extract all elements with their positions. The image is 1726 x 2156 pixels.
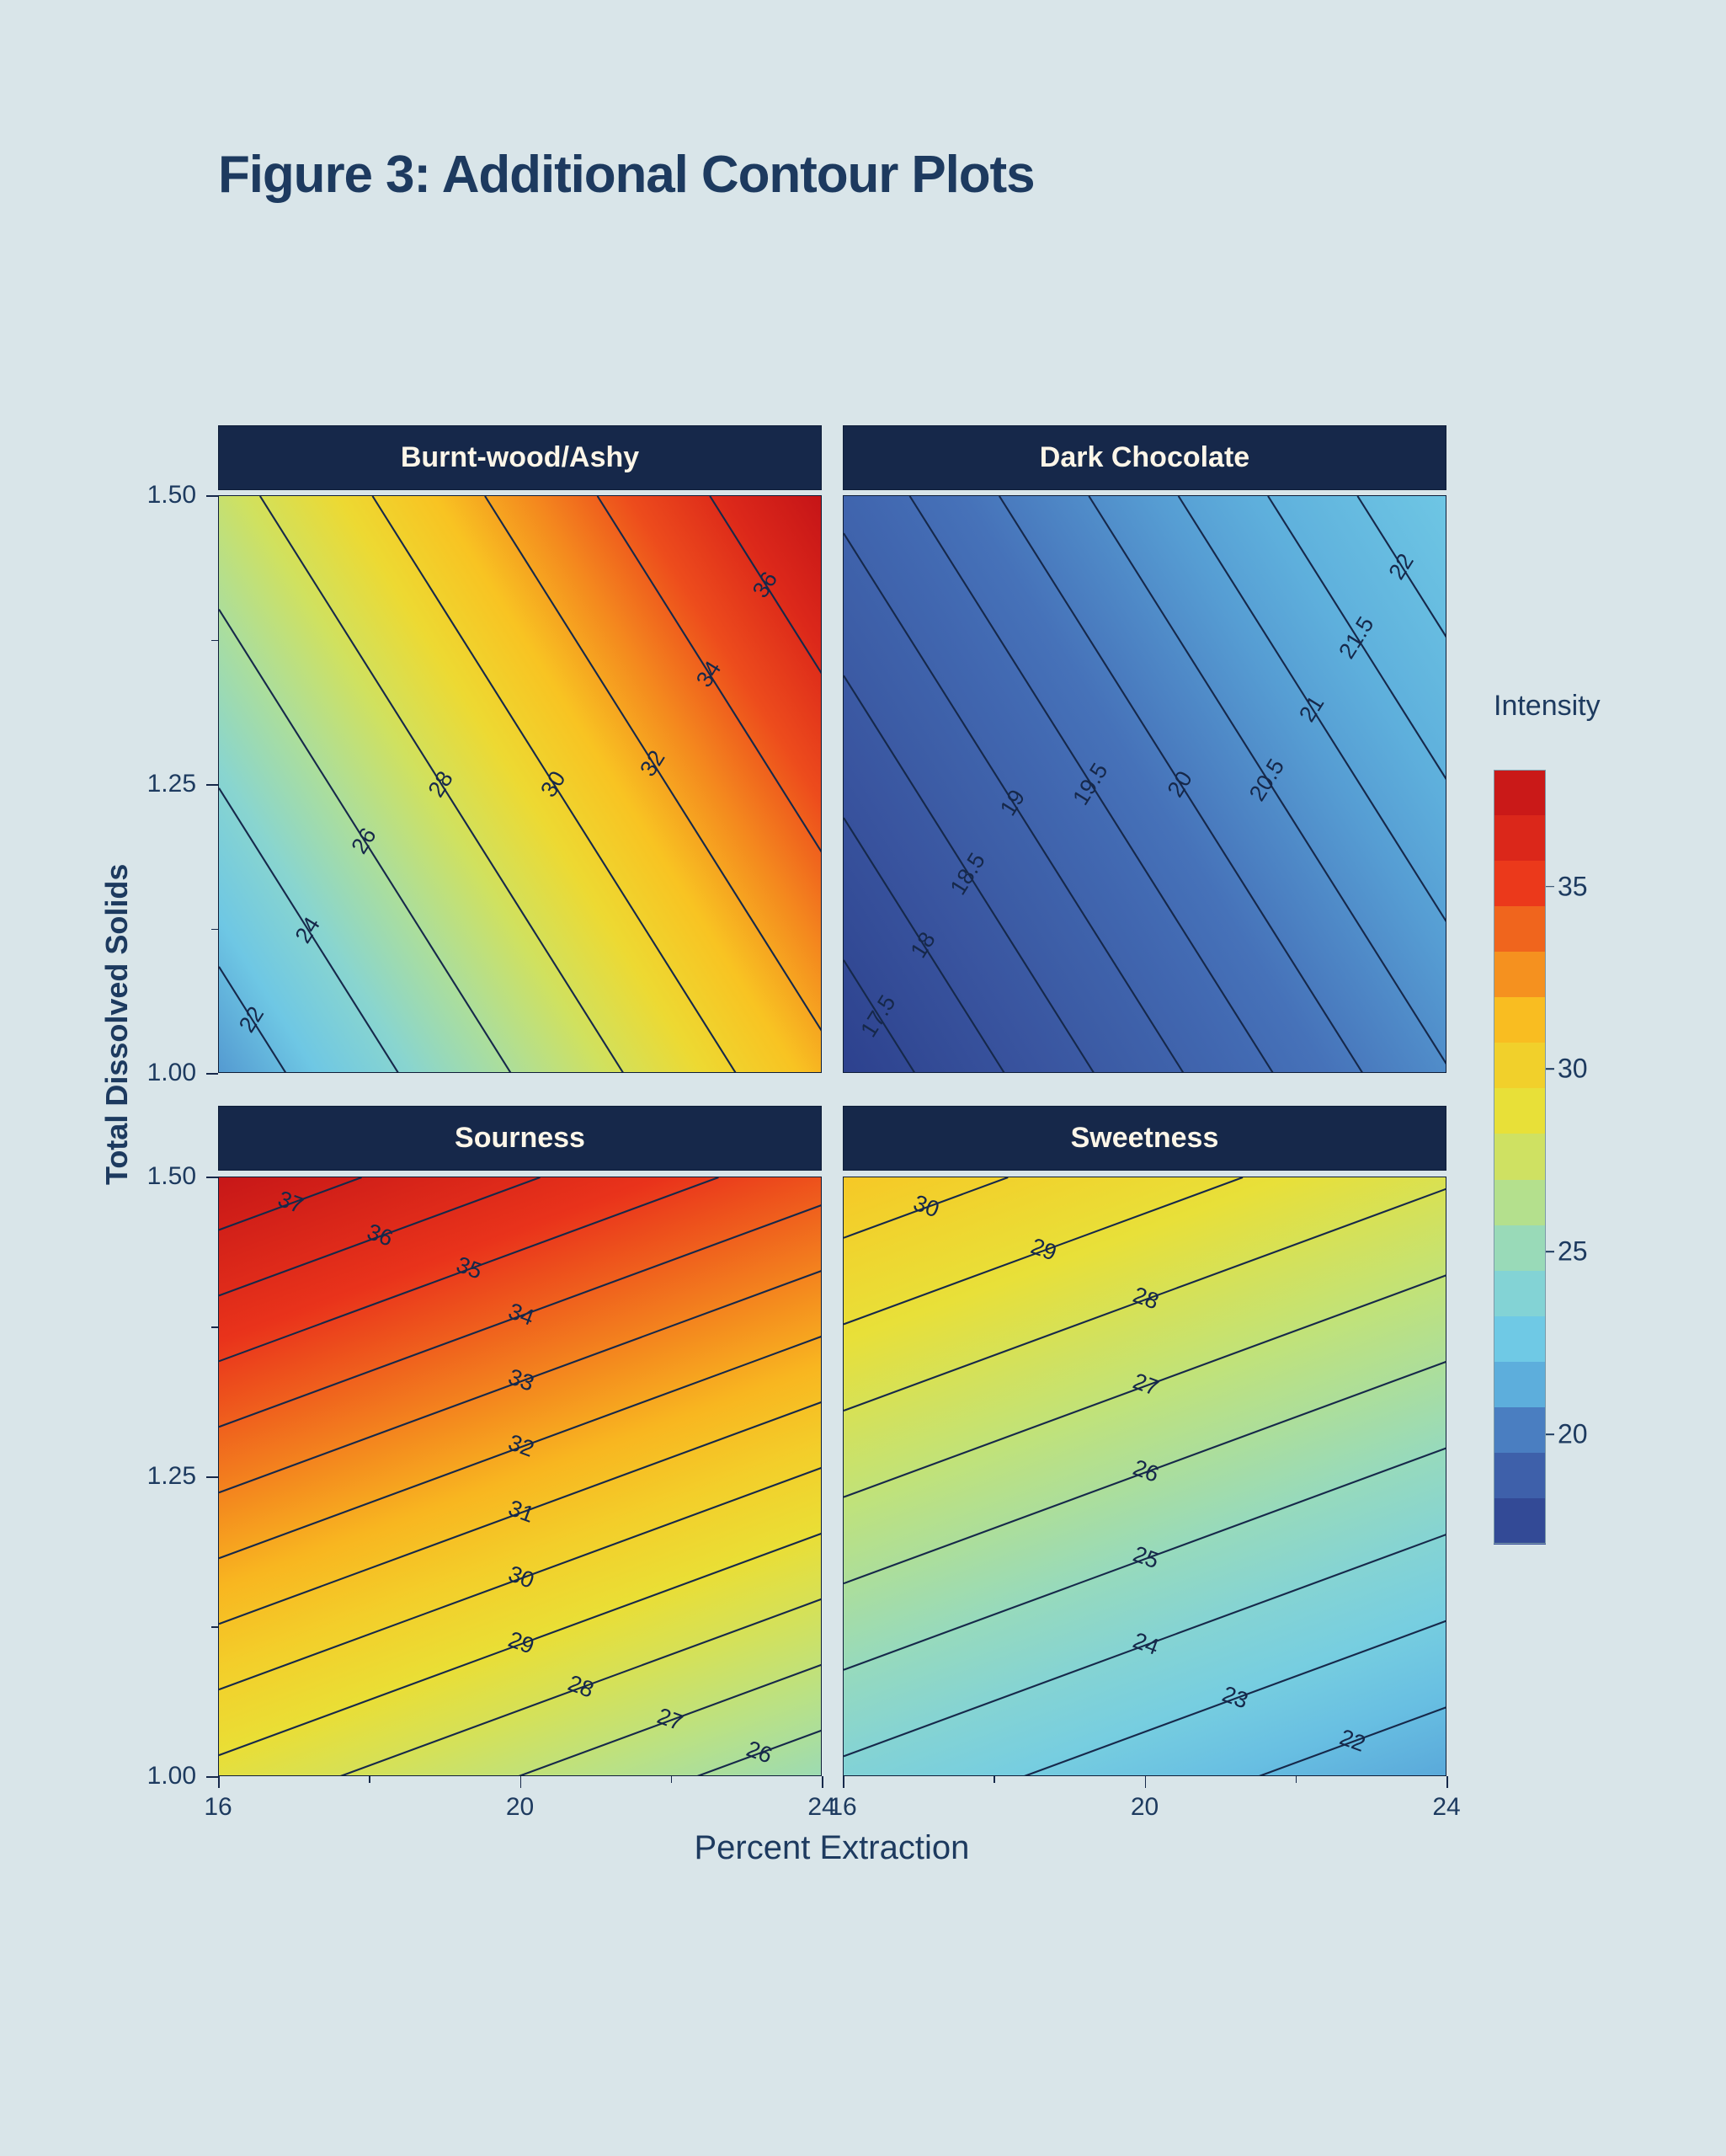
svg-text:30: 30 bbox=[910, 1190, 943, 1223]
svg-text:30: 30 bbox=[535, 766, 570, 801]
svg-text:22: 22 bbox=[234, 1002, 269, 1037]
svg-text:27: 27 bbox=[654, 1703, 687, 1736]
svg-text:34: 34 bbox=[505, 1298, 538, 1331]
svg-text:22: 22 bbox=[1336, 1724, 1369, 1757]
svg-text:20: 20 bbox=[1163, 766, 1197, 801]
svg-text:31: 31 bbox=[505, 1495, 538, 1528]
svg-text:32: 32 bbox=[505, 1429, 538, 1462]
svg-text:19.5: 19.5 bbox=[1068, 759, 1112, 809]
svg-text:25: 25 bbox=[1130, 1541, 1163, 1574]
svg-text:36: 36 bbox=[748, 568, 782, 602]
svg-text:26: 26 bbox=[743, 1736, 776, 1769]
svg-text:36: 36 bbox=[364, 1219, 397, 1251]
svg-text:18: 18 bbox=[905, 927, 940, 962]
svg-text:28: 28 bbox=[424, 766, 458, 801]
svg-text:24: 24 bbox=[290, 913, 325, 947]
svg-text:24: 24 bbox=[1130, 1627, 1163, 1660]
svg-text:21: 21 bbox=[1294, 691, 1329, 726]
svg-text:29: 29 bbox=[1027, 1233, 1060, 1266]
svg-text:28: 28 bbox=[565, 1670, 598, 1703]
svg-text:18.5: 18.5 bbox=[946, 848, 990, 899]
svg-text:20.5: 20.5 bbox=[1244, 755, 1289, 805]
svg-text:19: 19 bbox=[995, 785, 1030, 819]
svg-text:34: 34 bbox=[691, 657, 726, 691]
svg-text:29: 29 bbox=[505, 1626, 538, 1659]
svg-text:37: 37 bbox=[274, 1186, 307, 1219]
svg-text:21.5: 21.5 bbox=[1334, 612, 1378, 663]
svg-text:26: 26 bbox=[1130, 1454, 1163, 1487]
svg-text:32: 32 bbox=[635, 746, 669, 781]
svg-text:17.5: 17.5 bbox=[855, 990, 900, 1041]
svg-text:28: 28 bbox=[1130, 1282, 1163, 1315]
svg-text:33: 33 bbox=[505, 1364, 538, 1396]
svg-text:35: 35 bbox=[453, 1251, 486, 1284]
svg-text:22: 22 bbox=[1383, 549, 1418, 584]
svg-text:30: 30 bbox=[505, 1561, 538, 1593]
svg-text:26: 26 bbox=[346, 824, 381, 858]
svg-text:23: 23 bbox=[1219, 1681, 1252, 1714]
svg-text:27: 27 bbox=[1130, 1369, 1163, 1401]
